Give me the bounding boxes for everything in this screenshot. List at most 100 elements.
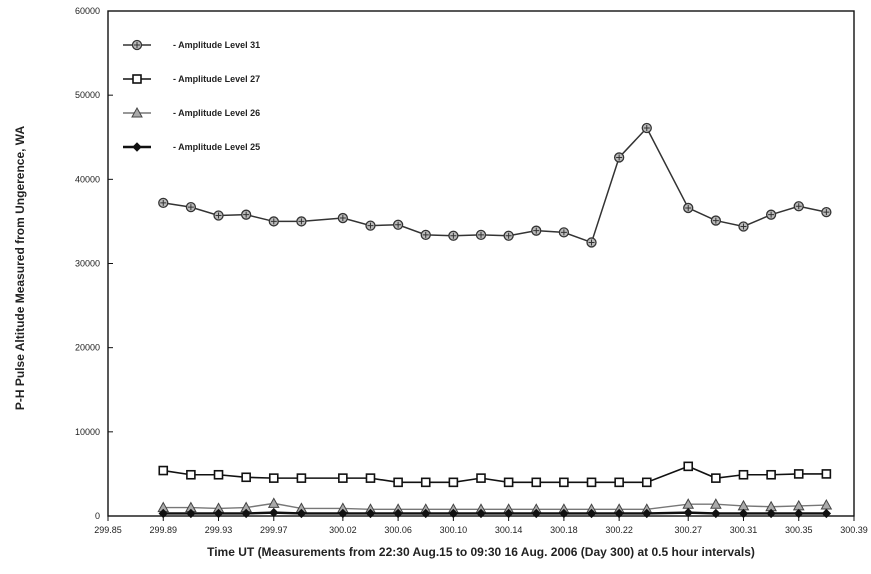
legend-marker [131,106,143,118]
legend: - Amplitude Level 31 - Amplitude Level 27… [123,39,260,152]
y-tick-label: 0 [95,511,100,521]
data-point [738,508,749,519]
data-point [710,498,722,509]
x-axis: 299.85 299.89 299.93 299.97 300.02 300.06 300.… [94,516,868,535]
x-tick-label: 299.93 [205,525,233,535]
data-point [269,507,279,518]
data-point [393,477,403,488]
x-tick-label: 300.27 [674,525,702,535]
data-point [448,230,459,241]
data-point [765,209,777,220]
x-tick-label: 300.02 [329,525,357,535]
data-point [766,508,776,519]
data-point [614,477,624,488]
data-point [476,473,486,483]
data-point [213,508,224,519]
data-point [531,508,541,519]
data-point [186,469,196,480]
data-point [158,197,169,209]
data-point [296,508,307,519]
series-line [163,511,827,515]
data-point [821,207,832,218]
x-tick-label: 300.22 [605,525,633,535]
data-point [641,477,652,488]
data-point [338,508,348,519]
data-point [185,201,197,213]
x-tick-label: 300.10 [440,525,468,535]
data-point [338,473,348,483]
x-tick-label: 299.85 [94,525,122,535]
y-tick-label: 20000 [75,343,100,353]
data-point [683,507,693,518]
data-point [392,219,404,230]
x-tick-label: 300.14 [495,525,523,535]
series-layer [157,122,833,519]
data-point [503,508,514,519]
x-tick-label: 299.97 [260,525,288,535]
data-point [337,212,349,224]
data-point [448,477,459,488]
data-point [586,237,597,248]
data-point [213,469,224,480]
data-point [475,229,487,241]
data-point [586,477,597,488]
data-point [642,508,652,519]
data-point [531,225,542,236]
data-point [268,473,279,483]
data-point [268,216,279,227]
data-point [614,508,624,519]
x-axis-title: Time UT (Measurements from 22:30 Aug.15 … [207,545,755,559]
legend-label: - Amplitude Level 31 [173,40,260,50]
data-point [267,497,280,508]
data-point [503,230,514,241]
data-point [711,508,721,519]
data-point [365,220,376,231]
x-tick-label: 300.31 [730,525,758,535]
data-point [710,215,722,226]
data-point [738,469,749,480]
data-point [241,472,251,483]
data-point [296,473,307,483]
data-point [738,221,749,232]
legend-label: - Amplitude Level 25 [173,142,260,152]
data-point [821,469,832,479]
data-point [241,508,251,519]
data-point [821,508,832,519]
data-point [365,508,376,519]
x-tick-label: 300.18 [550,525,578,535]
y-tick-label: 40000 [75,174,100,184]
data-point [503,477,514,488]
legend-marker [132,74,142,84]
data-point [683,461,694,472]
data-point [793,201,804,212]
data-point [766,469,776,480]
data-point [158,508,168,519]
y-tick-label: 60000 [75,6,100,16]
data-point [296,216,307,227]
data-point [613,152,625,163]
legend-label: - Amplitude Level 26 [173,108,260,118]
data-point [421,508,431,519]
data-point [794,508,804,519]
series-line [163,502,827,510]
y-tick-label: 50000 [75,90,100,100]
data-point [158,465,169,476]
x-tick-label: 300.39 [840,525,868,535]
x-tick-label: 300.06 [384,525,412,535]
data-point [448,508,459,519]
legend-label: - Amplitude Level 27 [173,74,260,84]
data-point [240,209,252,220]
data-point [793,469,804,479]
data-point [531,477,542,488]
y-tick-label: 10000 [75,427,100,437]
plot-frame [107,10,855,517]
legend-marker [131,39,143,51]
series-4 [158,507,832,519]
data-point [711,473,721,483]
x-tick-label: 300.35 [785,525,813,535]
data-point [213,210,224,221]
data-point [420,477,431,488]
data-point [641,122,652,134]
